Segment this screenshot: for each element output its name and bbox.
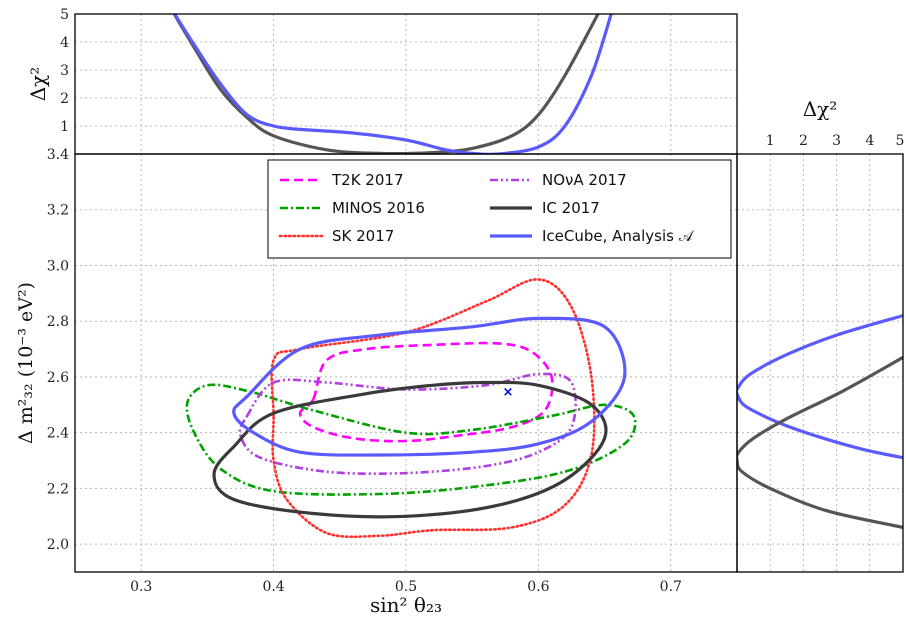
- top-y-tick-label: 3: [60, 63, 69, 79]
- right-x-axis-label: Δχ²: [803, 97, 838, 121]
- right-x-tick-label: 1: [766, 133, 775, 149]
- main-contours: [185, 278, 637, 539]
- top-y-axis-label: Δχ²: [26, 67, 50, 102]
- top-y-tick-label: 1: [60, 119, 69, 135]
- y-axis-label: Δ m²₃₂ (10⁻³ eV²): [15, 282, 37, 444]
- top-profiles: [172, 14, 613, 154]
- y-tick-label: 2.0: [47, 537, 69, 553]
- y-tick-label: 3.4: [47, 147, 69, 163]
- x-tick-label: 0.4: [262, 579, 284, 595]
- legend: T2K 2017 MINOS 2016 SK 2017 NOνA 2017 IC 201…: [267, 159, 732, 259]
- right-panel-frame: [736, 153, 904, 573]
- legend-label-sk-2017: SK 2017: [332, 227, 394, 245]
- contour-sk-2017: [270, 278, 596, 539]
- right-x-tick-label: 2: [799, 133, 808, 149]
- contour-no-a-2017: [238, 372, 577, 476]
- contour-icecube-analysis: [232, 316, 627, 457]
- right-x-ticks: 1 2 3 4 5: [766, 133, 905, 149]
- y-tick-label: 2.2: [47, 481, 69, 497]
- y-tick-label: 2.6: [47, 370, 69, 386]
- legend-label-t2k-2017: T2K 2017: [331, 171, 403, 189]
- x-tick-label: 0.5: [395, 579, 417, 595]
- y-tick-label: 2.4: [47, 426, 69, 442]
- best-fit-marker: ×: [502, 385, 513, 400]
- top-y-ticks: 1 2 3 4 5: [60, 7, 69, 135]
- x-tick-label: 0.7: [660, 579, 682, 595]
- right-x-tick-label: 3: [832, 133, 841, 149]
- top-profile-icecube-analysis: [172, 14, 613, 154]
- contour-ic-2017: [212, 380, 608, 519]
- x-tick-label: 0.6: [527, 579, 549, 595]
- y-tick-label: 2.8: [47, 314, 69, 330]
- top-panel-frame: [74, 13, 738, 155]
- right-profile-ic-2017: [737, 356, 903, 529]
- right-profile-icecube-analysis: [737, 314, 903, 460]
- y-tick-label: 3.0: [47, 258, 69, 274]
- top-profile-ic-2017: [172, 14, 600, 154]
- top-grid: [75, 13, 737, 154]
- right-x-tick-label: 5: [896, 133, 905, 149]
- x-axis-label: sin² θ₂₃: [370, 593, 442, 617]
- main-x-ticks: 0.3 0.4 0.5 0.6 0.7: [130, 579, 682, 595]
- right-x-tick-label: 4: [865, 133, 874, 149]
- contour-t2k-2017: [298, 341, 554, 443]
- right-profiles: [737, 314, 903, 529]
- x-tick-label: 0.3: [130, 579, 152, 595]
- main-y-ticks: 2.0 2.2 2.4 2.6 2.8 3.0 3.2 3.4: [47, 147, 69, 553]
- legend-label-ic-2017: IC 2017: [542, 199, 600, 217]
- y-tick-label: 3.2: [47, 203, 69, 219]
- top-y-tick-label: 2: [60, 91, 69, 107]
- legend-label-no-a-2017: NOνA 2017: [542, 171, 627, 189]
- top-y-tick-label: 4: [60, 35, 69, 51]
- legend-label-minos-2016: MINOS 2016: [332, 199, 425, 217]
- top-y-tick-label: 5: [60, 7, 69, 23]
- legend-label-icecube-analysis: IceCube, Analysis 𝒜: [542, 227, 695, 245]
